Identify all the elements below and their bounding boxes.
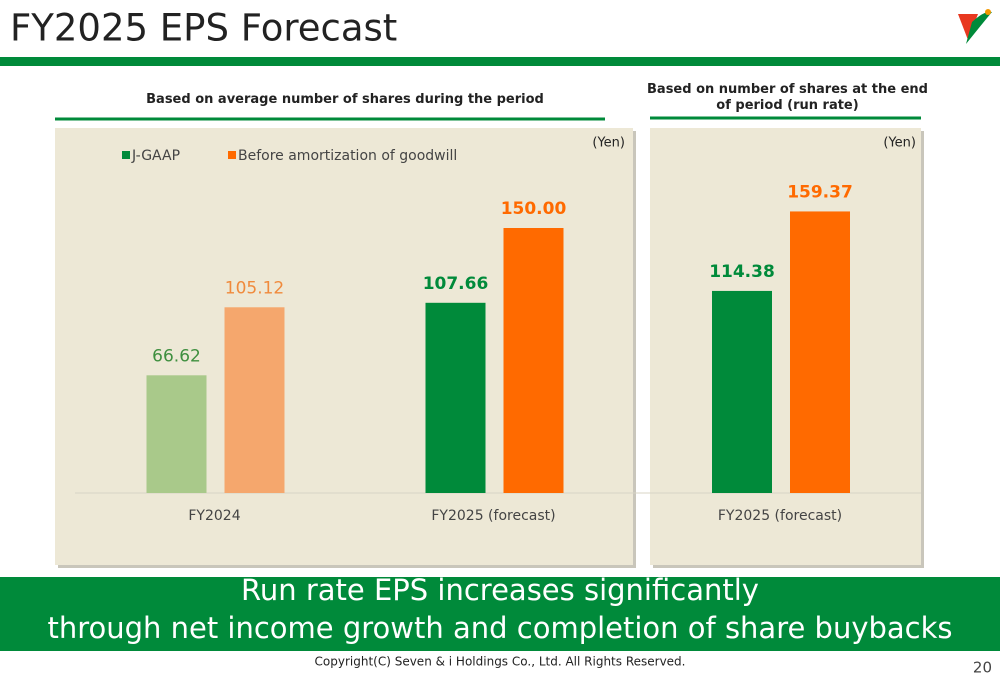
slide-title: FY2025 EPS Forecast [10,7,397,50]
banner [0,577,1000,651]
page-number: 20 [973,659,992,677]
bar [146,375,207,493]
value-label: 105.12 [225,278,284,298]
chart-subtitle: Based on average number of shares during… [146,92,544,107]
value-label: 150.00 [501,199,567,219]
chart-subtitle: Based on number of shares at the end of … [647,82,928,113]
unit-label: (Yen) [883,136,916,151]
legend-swatch [228,151,236,159]
panel [650,128,921,565]
value-label: 66.62 [152,346,201,366]
banner-line: Run rate EPS increases significantly [241,573,759,607]
banner-line: through net income growth and completion… [47,611,952,645]
bar [425,302,486,493]
legend-label: Before amortization of goodwill [238,148,457,164]
logo [958,9,992,44]
bar [712,290,772,493]
legend-swatch [122,151,130,159]
bar [224,307,285,493]
unit-label: (Yen) [592,136,625,151]
bar [503,228,564,493]
title-rule [0,57,1000,66]
bar [790,211,850,493]
x-tick-label: FY2025 (forecast) [431,508,555,524]
value-label: 107.66 [423,274,489,294]
legend-label: J-GAAP [131,148,180,164]
x-tick-label: FY2025 (forecast) [718,508,842,524]
value-label: 159.37 [787,182,853,202]
value-label: 114.38 [709,262,775,282]
x-tick-label: FY2024 [188,508,240,524]
copyright: Copyright(C) Seven & i Holdings Co., Ltd… [315,655,686,669]
